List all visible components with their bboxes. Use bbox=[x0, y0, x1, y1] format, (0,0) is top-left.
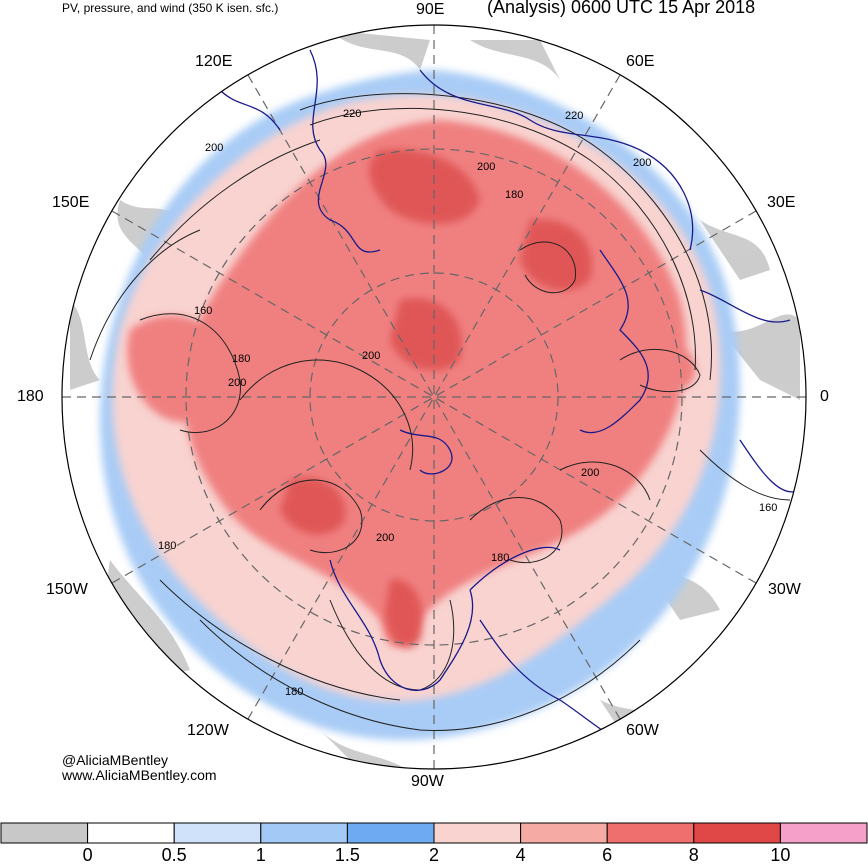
contour-label: 180 bbox=[232, 353, 250, 365]
colorbar-tick-label: 1 bbox=[255, 845, 266, 865]
colorbar-tick-label: 2 bbox=[428, 845, 440, 865]
product-title: PV, pressure, and wind (350 K isen. sfc.… bbox=[62, 1, 279, 15]
lon-label-150e: 150E bbox=[52, 194, 90, 211]
contour-label: 220 bbox=[565, 110, 583, 122]
lon-label-90e: 90E bbox=[416, 1, 445, 18]
contour-label: 200 bbox=[633, 157, 651, 169]
colorbar-tick-label: 10 bbox=[770, 845, 791, 865]
contour-label: 180 bbox=[285, 686, 303, 698]
credit-handle: @AliciaMBentley bbox=[62, 752, 169, 768]
colorbar-segment bbox=[346, 822, 435, 844]
contour-label: 180 bbox=[158, 540, 176, 552]
colorbar-tick-label: 6 bbox=[602, 845, 613, 865]
colorbar-segment bbox=[693, 822, 781, 844]
colorbar-segment bbox=[0, 822, 89, 844]
lon-label-60e: 60E bbox=[626, 53, 655, 70]
contour-label: 200 bbox=[362, 350, 380, 362]
lon-label-60w: 60W bbox=[626, 722, 659, 739]
contour-label: 200 bbox=[581, 467, 599, 479]
valid-time-title: (Analysis) 0600 UTC 15 Apr 2018 bbox=[487, 0, 756, 17]
contour-label: 160 bbox=[194, 305, 212, 317]
lon-label-0: 0 bbox=[820, 388, 829, 405]
contour-label: 200 bbox=[228, 377, 246, 389]
colorbar-tick-label: 1.5 bbox=[334, 845, 360, 865]
colorbar-tick-label: 4 bbox=[515, 845, 526, 865]
contour-label: 220 bbox=[343, 108, 361, 120]
pressure-contours bbox=[89, 93, 791, 731]
polar-stereographic-map: 220 220 200 200 180 200 160 180 200 200 … bbox=[61, 24, 807, 770]
lon-label-150w: 150W bbox=[46, 581, 88, 598]
colorbar-segment bbox=[260, 822, 348, 844]
coastlines bbox=[219, 49, 801, 751]
colorbar-tick-label: 0 bbox=[82, 845, 93, 865]
contour-label: 180 bbox=[505, 189, 523, 201]
graticule bbox=[62, 25, 806, 769]
lon-label-30e: 30E bbox=[767, 194, 796, 211]
contour-label: 200 bbox=[376, 532, 394, 544]
colorbar-tick-label: 0.5 bbox=[161, 845, 187, 865]
contour-label: 160 bbox=[759, 502, 777, 514]
lon-label-90w: 90W bbox=[411, 773, 444, 790]
colorbar-segment bbox=[433, 822, 522, 844]
lon-label-30w: 30W bbox=[768, 581, 801, 598]
colorbar-segment bbox=[173, 822, 262, 844]
colorbar-segment bbox=[606, 822, 695, 844]
colorbar-segment bbox=[87, 822, 175, 844]
map-border bbox=[61, 24, 807, 770]
pv-colorbar bbox=[0, 822, 868, 844]
colorbar-segment bbox=[779, 822, 868, 844]
colorbar-tick-label: 8 bbox=[688, 845, 699, 865]
lon-label-180: 180 bbox=[17, 388, 44, 405]
contour-label: 180 bbox=[491, 552, 509, 564]
lon-label-120e: 120E bbox=[195, 53, 233, 70]
contour-labels: 220 220 200 200 180 200 160 180 200 200 … bbox=[158, 108, 777, 698]
map-disk: 220 220 200 200 180 200 160 180 200 200 … bbox=[62, 25, 806, 769]
contour-label: 200 bbox=[477, 161, 495, 173]
colorbar-segment bbox=[520, 822, 608, 844]
credit-website: www.AliciaMBentley.com bbox=[62, 767, 217, 783]
contour-label: 200 bbox=[205, 142, 223, 154]
lon-label-120w: 120W bbox=[187, 722, 229, 739]
